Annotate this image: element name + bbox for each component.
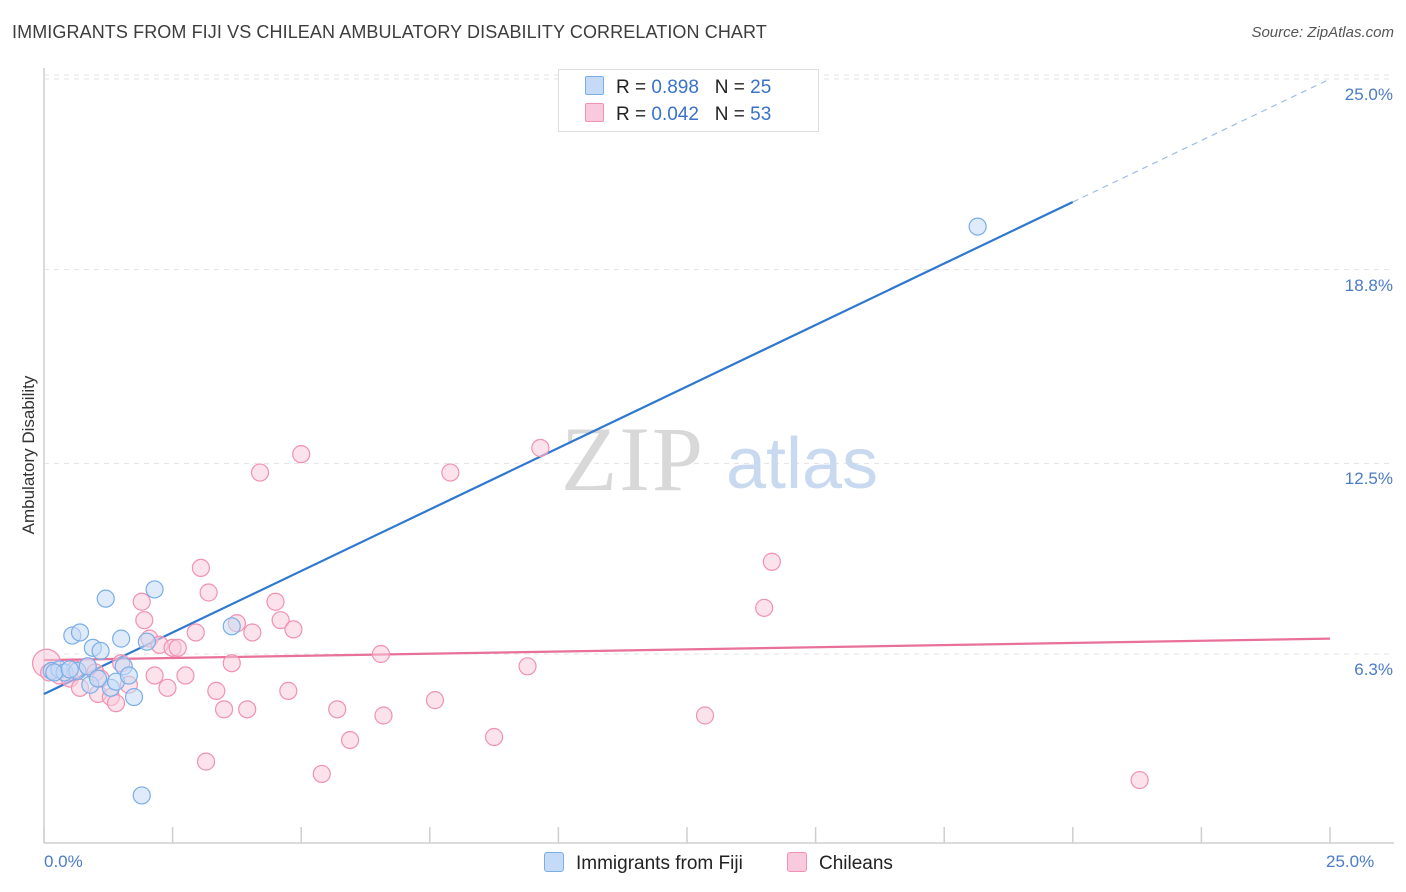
point-chileans: [371, 644, 391, 664]
y-tick-label: 18.8%: [1344, 275, 1393, 295]
point-fiji: [78, 657, 97, 676]
y-tick-label: 25.0%: [1344, 85, 1393, 104]
point-chileans: [1130, 770, 1149, 790]
point-chileans: [145, 666, 164, 685]
point-chileans: [238, 700, 257, 719]
trend-lines: [43, 78, 1331, 695]
point-chileans: [695, 706, 715, 725]
series-legend-chileans: Chileans: [787, 852, 893, 875]
point-fiji: [119, 666, 138, 685]
point-chileans: [186, 623, 205, 642]
trend-line-0: [43, 201, 1074, 695]
point-chileans: [196, 752, 216, 771]
source-label: Source: ZipAtlas.com: [1251, 24, 1394, 41]
point-chileans: [222, 654, 241, 673]
correlation-legend: R = 0.898 N = 25 R = 0.042 N = 53: [558, 69, 819, 132]
legend-r-label: R =: [616, 104, 647, 125]
point-fiji: [45, 663, 64, 682]
point-chileans: [168, 638, 187, 657]
point-chileans: [214, 700, 234, 719]
legend-r-value-fiji: 0.898: [651, 77, 699, 98]
trend-line-1: [43, 637, 1331, 662]
point-chileans: [266, 592, 285, 611]
watermark-atlas: atlas: [726, 424, 878, 504]
point-fiji: [112, 629, 131, 648]
point-chileans: [485, 727, 504, 747]
series-swatch-chileans: [787, 852, 807, 872]
y-tick-label: 6.3%: [1354, 660, 1393, 679]
series-swatch-fiji: [544, 852, 564, 872]
point-chileans: [176, 666, 195, 685]
point-fiji: [145, 580, 164, 599]
point-chileans: [762, 552, 781, 571]
series-legend: Immigrants from Fiji Chileans: [0, 852, 1406, 878]
point-fiji: [222, 617, 241, 636]
point-chileans: [132, 592, 151, 611]
chart-title: IMMIGRANTS FROM FIJI VS CHILEAN AMBULATO…: [12, 22, 767, 42]
point-fiji: [88, 669, 108, 688]
point-fiji: [70, 623, 90, 642]
point-fiji: [132, 786, 151, 805]
point-chileans: [106, 694, 126, 713]
legend-swatch-fiji: [585, 76, 604, 95]
point-fiji: [60, 660, 79, 679]
point-chileans: [199, 583, 218, 602]
point-chileans: [374, 706, 393, 725]
point-chileans: [292, 445, 311, 464]
point-chileans: [135, 611, 154, 630]
point-chileans: [243, 623, 262, 642]
legend-row-chileans: R = 0.042 N = 53: [585, 103, 771, 125]
point-chileans: [328, 700, 347, 719]
point-fiji: [968, 217, 987, 236]
axes: [43, 68, 1394, 844]
point-fiji: [91, 641, 110, 661]
x-tick-label-max: 25.0%: [1326, 852, 1375, 871]
point-fiji: [124, 687, 144, 707]
point-chileans: [158, 678, 177, 697]
series-legend-label-fiji: Immigrants from Fiji: [576, 853, 743, 874]
point-chileans: [531, 438, 550, 458]
point-chileans: [340, 730, 360, 750]
point-chileans: [279, 681, 298, 700]
point-fiji: [96, 589, 115, 608]
point-chileans: [191, 558, 210, 578]
point-chileans: [284, 620, 303, 639]
point-chileans: [441, 463, 460, 482]
point-chileans: [518, 657, 537, 676]
legend-n-label: N =: [714, 77, 745, 98]
gridlines: [44, 74, 1394, 655]
data-points: [31, 217, 1149, 805]
y-tick-label: 12.5%: [1344, 469, 1393, 489]
legend-swatch-chileans: [585, 103, 604, 122]
point-chileans: [755, 598, 774, 617]
legend-n-value-chileans: 53: [750, 104, 772, 125]
legend-row-fiji: R = 0.898 N = 25: [585, 76, 771, 98]
legend-n-label: N =: [714, 104, 745, 125]
point-chileans: [250, 463, 270, 482]
point-fiji: [137, 632, 156, 651]
legend-r-label: R =: [616, 77, 647, 98]
legend-n-value-fiji: 25: [750, 77, 772, 98]
point-chileans: [425, 691, 445, 710]
series-legend-label-chileans: Chileans: [819, 853, 893, 874]
point-chileans: [271, 611, 290, 630]
point-chileans: [312, 764, 331, 784]
point-chileans: [207, 681, 226, 700]
x-tick-label-min: 0.0%: [44, 852, 83, 871]
trend-line-extension-0: [1072, 78, 1331, 203]
series-legend-fiji: Immigrants from Fiji: [544, 852, 743, 875]
watermark-zip: ZIP: [561, 408, 705, 510]
legend-r-value-chileans: 0.042: [651, 104, 699, 125]
